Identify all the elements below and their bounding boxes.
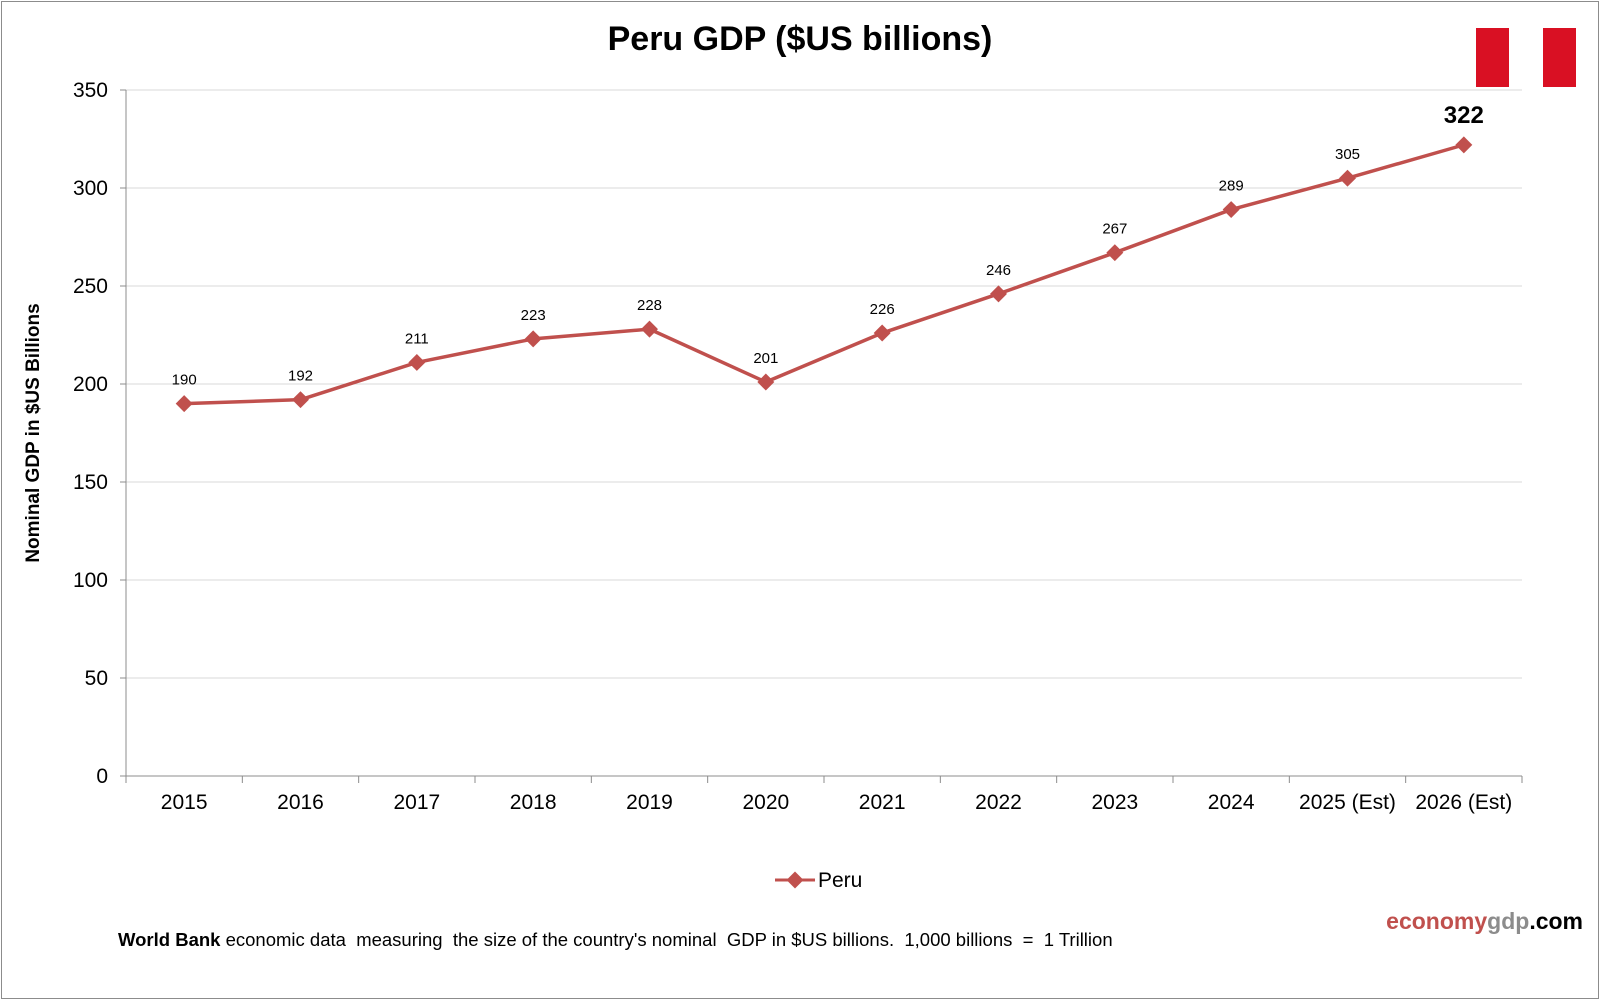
legend: Peru [775,869,862,892]
data-labels: 190 192 211 223 228 201 226 246 267 289 305 322 [172,102,1484,389]
legend-diamond-icon [786,871,804,889]
axes [125,90,1522,777]
data-label: 223 [521,307,546,324]
x-axis-ticks: 2015 2016 2017 2018 2019 2020 2021 2022 2023 2024… [125,776,1523,814]
y-tick-label: 50 [85,667,108,690]
data-point [1455,136,1473,154]
y-axis-label: Nominal GDP in $US Billions [23,303,44,562]
x-tick-label: 2020 [742,791,789,814]
data-point [1222,201,1240,219]
x-tick-label: 2015 [161,791,208,814]
data-label: 211 [405,330,429,347]
series-line [184,143,1465,406]
y-tick-label: 200 [73,373,108,396]
data-point [873,324,891,342]
data-label: 267 [1102,221,1127,238]
data-label: 289 [1219,178,1244,195]
brand-part-gdp: gdp [1487,908,1529,934]
data-point [524,330,542,348]
x-tick-label: 2019 [626,791,673,814]
x-tick-label: 2026 (Est) [1415,791,1512,814]
x-tick-label: 2017 [393,791,440,814]
x-tick-label: 2022 [975,791,1022,814]
data-label: 192 [288,368,313,385]
footnote-text: economic data measuring the size of the … [220,929,1112,950]
flag-left-band [1476,28,1509,87]
y-tick-label: 350 [73,79,108,102]
data-label: 305 [1335,146,1360,163]
data-point [1106,244,1124,262]
peru-flag-icon [1476,28,1576,87]
x-tick-label: 2025 (Est) [1299,791,1396,814]
brand-part-economy: economy [1386,908,1487,934]
data-point [757,373,775,391]
data-label: 322 [1444,102,1484,129]
legend-label-peru: Peru [818,869,862,892]
y-axis-ticks: 0 50 100 150 200 250 300 350 [73,79,126,788]
chart-title: Peru GDP ($US billions) [608,20,993,58]
data-point [292,391,309,409]
data-label: 246 [986,262,1011,279]
footnote: World Bank economic data measuring the s… [118,929,1113,950]
y-tick-label: 300 [73,177,108,200]
data-label: 190 [172,372,197,389]
x-tick-label: 2018 [510,791,557,814]
data-point [1339,169,1356,187]
data-point [641,320,658,338]
x-tick-label: 2021 [859,791,906,814]
gridlines [126,89,1522,679]
series-peru [175,136,1473,413]
y-tick-label: 100 [73,569,108,592]
data-point [408,353,426,371]
footnote-source: World Bank [118,929,221,950]
y-tick-label: 250 [73,275,108,298]
brand-part-com: .com [1529,908,1583,934]
y-tick-label: 0 [96,765,108,788]
data-label: 226 [870,301,895,318]
flag-right-band [1543,28,1576,87]
x-tick-label: 2023 [1091,791,1138,814]
data-label: 228 [637,297,662,314]
data-point [990,285,1007,303]
brand-logo: economygdp.com [1386,908,1583,934]
data-point [175,395,193,413]
flag-center-band [1509,28,1543,87]
data-label: 201 [753,350,778,367]
x-tick-label: 2024 [1208,791,1255,814]
y-tick-label: 150 [73,471,108,494]
x-tick-label: 2016 [277,791,324,814]
